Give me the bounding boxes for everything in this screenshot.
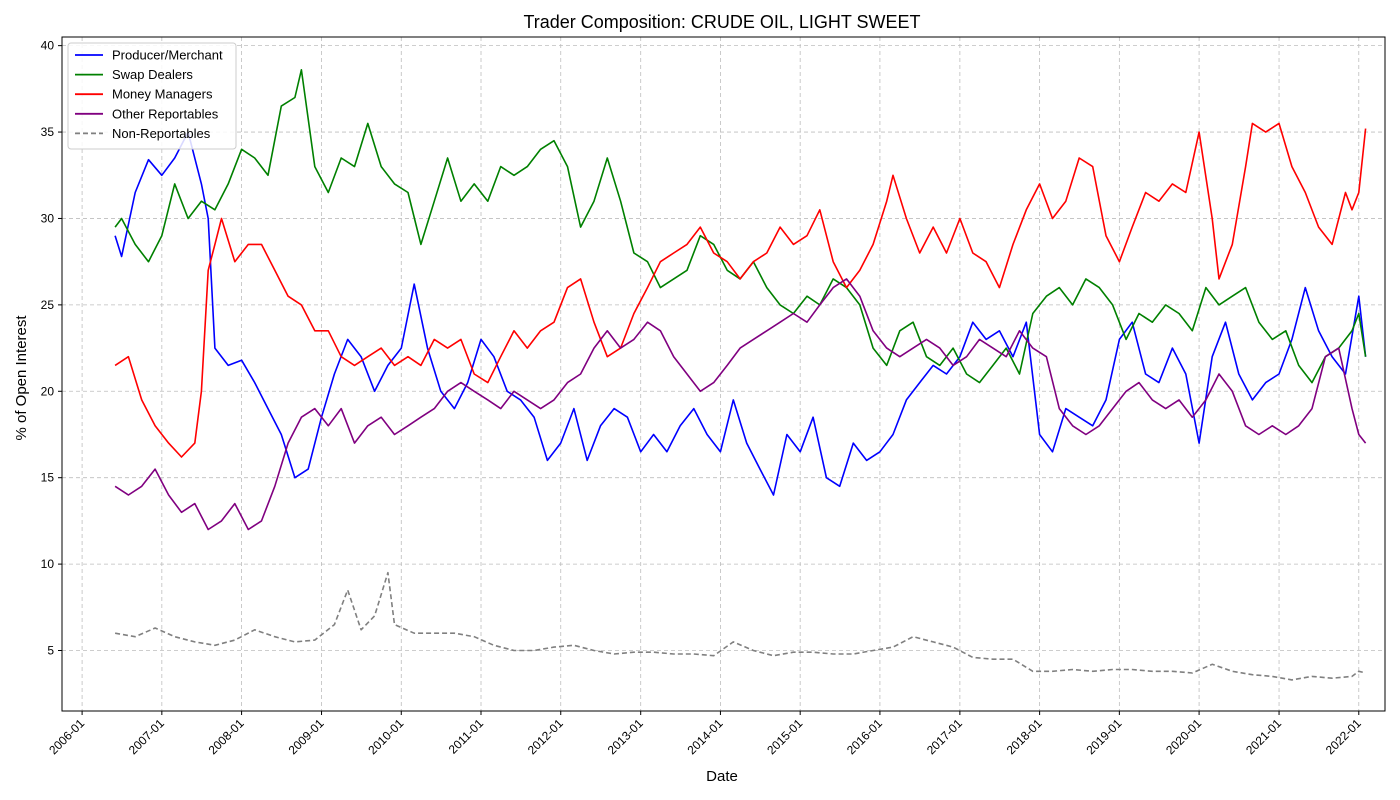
legend-label: Swap Dealers [112,67,193,82]
x-tick-label: 2013-01 [605,716,646,757]
y-tick-label: 10 [41,557,55,571]
series-line-non-reportables [114,571,1366,681]
legend: Producer/Merchant Swap Dealers Money Manag… [67,42,237,150]
y-axis-label: % of Open Interest [13,315,30,441]
series-lines [114,69,1367,681]
x-axis-label: Date [706,768,738,785]
legend-label: Producer/Merchant [112,48,223,63]
x-tick-label: 2015-01 [764,716,805,757]
legend-label: Money Managers [112,87,213,102]
y-tick-label: 5 [47,644,54,658]
x-tick-label: 2020-01 [1163,716,1204,757]
x-tick-label: 2010-01 [365,716,406,757]
x-tick-label: 2017-01 [924,716,965,757]
x-tick-label: 2007-01 [126,716,167,757]
plot-frame [61,36,1386,712]
y-tick-label: 20 [41,384,55,398]
legend-label: Non-Reportables [112,126,211,141]
series-line-money-managers [114,122,1367,458]
series-line-swap-dealers [114,69,1367,384]
x-tick-label: 2009-01 [286,716,327,757]
x-tick-label: 2016-01 [844,716,885,757]
x-tick-label: 2014-01 [685,716,726,757]
x-tick-label: 2019-01 [1083,716,1124,757]
x-tick-label: 2021-01 [1243,716,1284,757]
y-tick-label: 35 [41,125,55,139]
chart-title: Trader Composition: CRUDE OIL, LIGHT SWE… [523,12,920,32]
series-line-producer-merchant [114,131,1367,496]
x-tick-label: 2006-01 [46,716,87,757]
x-tick-label: 2011-01 [446,716,487,757]
y-axis-ticks: 5 10 15 20 25 30 35 40 [41,39,62,658]
y-tick-label: 30 [41,211,55,225]
series-line-other-reportables [114,278,1367,531]
x-axis-ticks: 2006-01 2007-01 2008-01 2009-01 2010-01 2011-… [46,711,1364,757]
legend-box [67,42,237,150]
x-tick-label: 2012-01 [525,716,566,757]
x-tick-label: 2018-01 [1004,716,1045,757]
y-tick-label: 40 [41,39,55,53]
y-tick-label: 25 [41,298,55,312]
x-tick-label: 2022-01 [1323,716,1364,757]
x-tick-label: 2008-01 [206,716,247,757]
grid-lines [62,37,1385,711]
y-tick-label: 15 [41,471,55,485]
legend-label: Other Reportables [112,106,219,121]
